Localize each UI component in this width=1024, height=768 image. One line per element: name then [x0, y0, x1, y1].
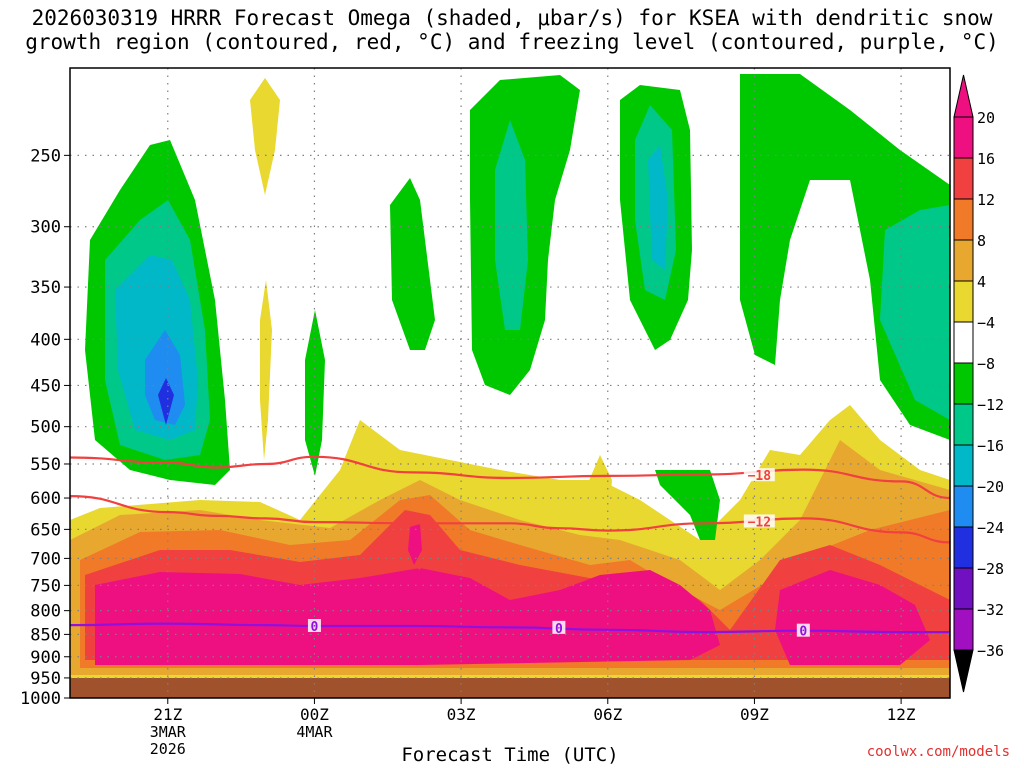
colorbar-swatch: [953, 321, 974, 364]
colorbar-top-arrow: [953, 74, 974, 118]
colorbar-label: −28: [977, 560, 1004, 578]
x-tick-sublabel: 3MAR: [150, 723, 187, 741]
omega-fill-neg16-e: [648, 145, 668, 270]
x-tick-label: 00Z: [300, 705, 329, 724]
x-tick-label: 03Z: [447, 705, 476, 724]
colorbar-label: −20: [977, 478, 1004, 496]
omega-fill-20-core: [408, 524, 422, 565]
y-tick-label: 250: [30, 146, 61, 166]
colorbar-swatch: [953, 362, 974, 405]
colorbar-label: −12: [977, 396, 1004, 414]
x-tick-label: 06Z: [593, 705, 622, 724]
y-tick-label: 700: [30, 549, 61, 569]
y-tick-label: 500: [30, 418, 61, 438]
title-line-1: 2026030319 HRRR Forecast Omega (shaded, …: [31, 6, 993, 30]
plot-frame: [69, 67, 951, 699]
contour-freezing-level: [69, 622, 950, 634]
y-tick-label: 900: [30, 648, 61, 668]
omega-fill-neg12-f: [880, 205, 950, 420]
colorbar-label: 20: [977, 109, 995, 127]
y-tick-label: 800: [30, 602, 61, 622]
omega-fill-neg12-d: [495, 120, 528, 330]
contour-label: −18: [748, 469, 772, 484]
colorbar-label: −32: [977, 601, 1004, 619]
colorbar-label: −24: [977, 519, 1004, 537]
x-tick-label: 12Z: [887, 705, 916, 724]
omega-fill-4-c: [585, 455, 612, 510]
contour-labels: −18 −12 0 0 0: [307, 468, 810, 640]
x-tick-label: 09Z: [740, 705, 769, 724]
colorbar-label: −16: [977, 437, 1004, 455]
contour-lines: [69, 455, 951, 634]
colorbar-swatch: [953, 116, 974, 159]
omega-fill-neg20-a: [145, 330, 185, 425]
colorbar-label: 12: [977, 191, 995, 209]
omega-fill-20: [95, 568, 720, 665]
y-tick-label: 750: [30, 576, 61, 596]
x-axis-label: Forecast Time (UTC): [401, 744, 619, 766]
contour-dendritic-bottom: [69, 495, 951, 544]
y-tick-label: 1000: [20, 689, 61, 709]
colorbar: 20 16 12 8 4 −4 −8 −12 −16 −20 −24 −28 −32 −36: [953, 74, 1004, 693]
y-tick-label: 350: [30, 278, 61, 298]
colorbar-label: −8: [977, 355, 995, 373]
colorbar-swatch: [953, 280, 974, 323]
omega-fill-4-b: [260, 280, 272, 460]
y-tick-label: 550: [30, 455, 61, 475]
colorbar-label: −36: [977, 642, 1004, 660]
y-tick-label: 650: [30, 520, 61, 540]
y-tick-label: 400: [30, 330, 61, 350]
colorbar-swatch: [953, 526, 974, 569]
contour-label-bg: [743, 514, 775, 528]
colorbar-label: 8: [977, 232, 986, 250]
x-tick-sublabel: 2026: [150, 740, 186, 758]
contour-label: −12: [748, 515, 771, 530]
colorbar-label: 4: [977, 273, 986, 291]
grid-lines: [70, 68, 950, 698]
colorbar-swatch: [953, 608, 974, 651]
contour-label: 0: [311, 620, 319, 635]
colorbar-bottom-arrow: [953, 649, 974, 693]
contour-label-bg: [796, 623, 810, 637]
title-line-2: growth region (contoured, red, °C) and f…: [25, 30, 999, 54]
omega-fill-neg24-a: [158, 378, 174, 425]
colorbar-label: −4: [977, 314, 995, 332]
colorbar-swatch: [953, 567, 974, 610]
y-tick-label: 950: [30, 669, 61, 689]
contour-label-bg: [552, 620, 566, 634]
omega-fill-20b: [775, 570, 930, 665]
terrain-fill: [70, 678, 950, 698]
contour-label: 0: [555, 622, 563, 637]
contour-label-bg: [743, 468, 775, 482]
colorbar-swatch: [953, 444, 974, 487]
colorbar-label: 16: [977, 150, 995, 168]
x-tick-label: 21Z: [153, 705, 182, 724]
chart-title: 2026030319 HRRR Forecast Omega (shaded, …: [0, 6, 1024, 54]
omega-fill-neg8-b: [305, 310, 325, 476]
x-tick-sublabel: 4MAR: [296, 723, 333, 741]
y-axis: 250 300 350 400 450 500 550 600 650 700 750 800 850 9…: [20, 146, 70, 709]
contour-label: 0: [799, 625, 807, 640]
y-tick-label: 600: [30, 489, 61, 509]
omega-fill-neg8-c: [390, 178, 435, 350]
credit-text: coolwx.com/models: [866, 744, 1010, 760]
colorbar-swatch: [953, 198, 974, 241]
y-tick-label: 300: [30, 218, 61, 238]
contour-dendritic-top: [69, 455, 951, 500]
omega-fill-4-a: [250, 78, 280, 195]
colorbar-swatch: [953, 403, 974, 446]
colorbar-swatch: [953, 239, 974, 282]
contour-label-bg: [307, 619, 321, 633]
y-tick-label: 450: [30, 376, 61, 396]
omega-shading: [70, 68, 950, 698]
colorbar-swatch: [953, 485, 974, 528]
y-tick-label: 850: [30, 625, 61, 645]
colorbar-swatch: [953, 157, 974, 200]
